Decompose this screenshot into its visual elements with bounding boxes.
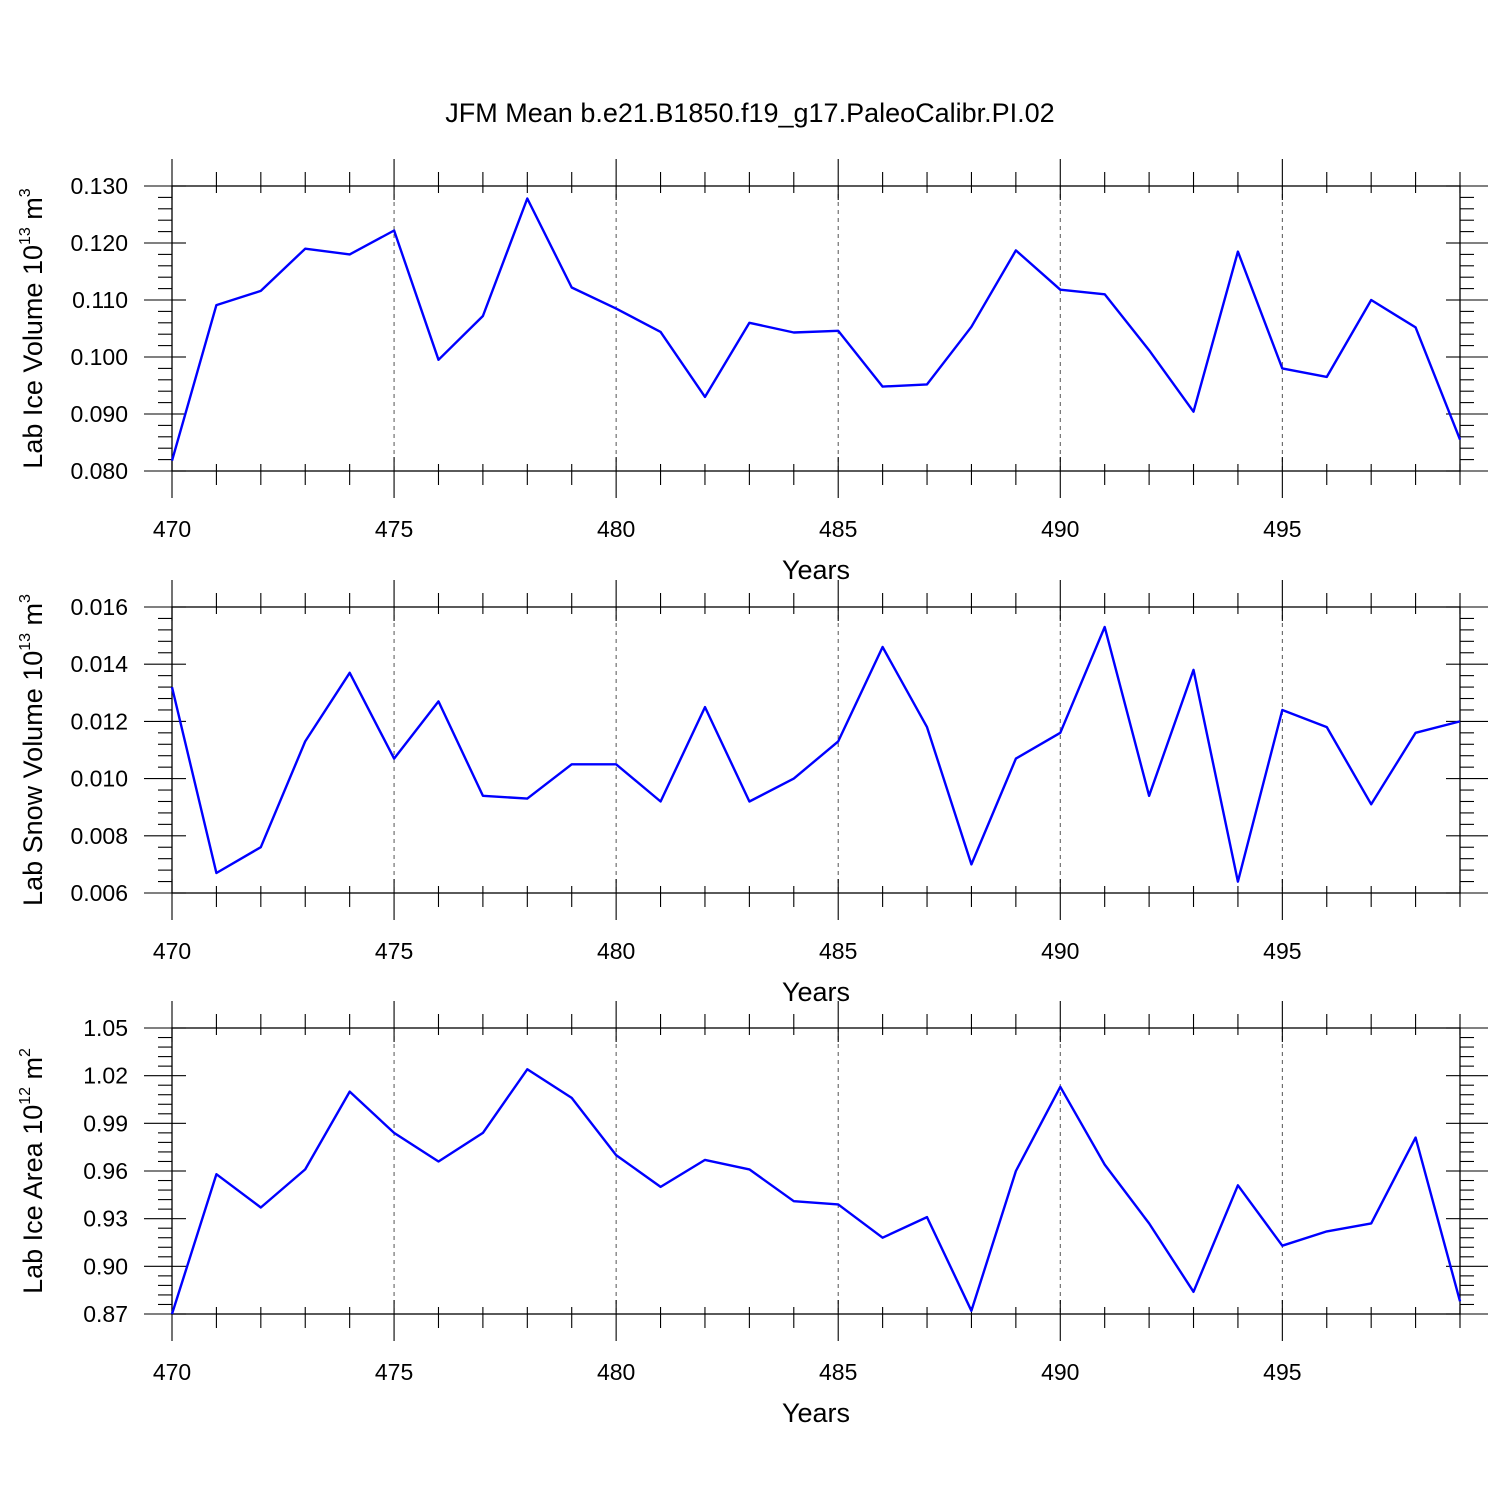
panel-3: 0.87 0.90 0.93 0.96 0.99 1.02 1.05 470 475 480 485… — [17, 1001, 1488, 1428]
y-tick-label: 0.130 — [70, 173, 128, 199]
y-tick-label: 0.016 — [70, 594, 128, 620]
y-tick-label: 0.014 — [70, 651, 128, 677]
x-tick-label: 470 — [153, 1359, 191, 1385]
y-tick-label: 0.100 — [70, 344, 128, 370]
y-tick-label: 1.05 — [83, 1015, 128, 1041]
y-axis-label-main: Lab Snow Volume 10 — [18, 651, 48, 906]
y-axis-label-unit: m — [18, 1057, 48, 1087]
y-tick-label: 0.012 — [70, 708, 128, 734]
plot-frame — [171, 1027, 1461, 1315]
y-axis-label-sup-unit: 3 — [17, 188, 34, 197]
x-tick-label: 495 — [1263, 1359, 1301, 1385]
x-axis-label: Years — [782, 1398, 850, 1428]
x-tick-label: 470 — [153, 516, 191, 542]
panel-2: 0.006 0.008 0.010 0.012 0.014 0.016 470 475 480 4… — [17, 580, 1488, 1007]
y-tick-label: 0.090 — [70, 401, 128, 427]
y-tick-label: 0.96 — [83, 1158, 128, 1184]
y-tick-label: 0.080 — [70, 458, 128, 484]
y-tick-label: 0.90 — [83, 1253, 128, 1279]
x-axis-label: Years — [782, 555, 850, 585]
x-tick-label: 480 — [597, 516, 635, 542]
y-axis-label-main: Lab Ice Area 10 — [18, 1105, 48, 1294]
plot-frame — [171, 185, 1461, 472]
y-axis-label-sup-unit: 2 — [17, 1048, 34, 1057]
x-tick-label: 495 — [1263, 516, 1301, 542]
y-tick-label: 0.93 — [83, 1206, 128, 1232]
y-tick-label: 0.120 — [70, 230, 128, 256]
x-tick-label: 475 — [375, 1359, 413, 1385]
y-tick-label: 0.110 — [72, 287, 128, 313]
x-tick-label: 475 — [375, 938, 413, 964]
y-axis-label-main: Lab Ice Volume 10 — [18, 245, 48, 469]
y-axis-label-unit: m — [18, 603, 48, 633]
y-axis-label: Lab Ice Area 1012 m2 — [17, 1048, 48, 1294]
x-tick-label: 485 — [819, 938, 857, 964]
x-tick-label: 470 — [153, 938, 191, 964]
panel-1: 0.080 0.090 0.100 0.110 0.120 0.130 470 475 480 4… — [17, 159, 1488, 585]
y-tick-label: 0.99 — [83, 1110, 128, 1136]
x-tick-label: 485 — [819, 516, 857, 542]
x-tick-label: 495 — [1263, 938, 1301, 964]
y-axis-label-unit: m — [18, 197, 48, 227]
plot-frame — [171, 606, 1461, 894]
y-tick-label: 1.02 — [83, 1063, 128, 1089]
series-line — [170, 1068, 1462, 1315]
x-tick-label: 490 — [1041, 516, 1079, 542]
y-tick-label: 0.010 — [70, 766, 128, 792]
y-axis-label: Lab Snow Volume 1013 m3 — [17, 594, 48, 906]
y-tick-label: 0.87 — [83, 1301, 128, 1327]
figure-title: JFM Mean b.e21.B1850.f19_g17.PaleoCalibr… — [445, 98, 1054, 128]
x-tick-label: 480 — [597, 938, 635, 964]
x-tick-label: 480 — [597, 1359, 635, 1385]
panels: 0.080 0.090 0.100 0.110 0.120 0.130 470 475 480 4… — [17, 159, 1488, 1428]
y-tick-label: 0.006 — [70, 880, 128, 906]
x-tick-label: 490 — [1041, 938, 1079, 964]
y-axis-label-sup-exponent: 12 — [17, 1087, 34, 1105]
y-axis-label-sup-unit: 3 — [17, 594, 34, 603]
x-tick-label: 490 — [1041, 1359, 1079, 1385]
x-tick-label: 485 — [819, 1359, 857, 1385]
y-tick-label: 0.008 — [70, 823, 128, 849]
y-axis-label: Lab Ice Volume 1013 m3 — [17, 188, 48, 468]
series-line — [170, 625, 1461, 883]
y-axis-label-sup-exponent: 13 — [17, 633, 34, 651]
y-axis-label-sup-exponent: 13 — [17, 227, 34, 245]
x-axis-label: Years — [782, 977, 850, 1007]
x-tick-label: 475 — [375, 516, 413, 542]
series-line — [170, 197, 1462, 462]
